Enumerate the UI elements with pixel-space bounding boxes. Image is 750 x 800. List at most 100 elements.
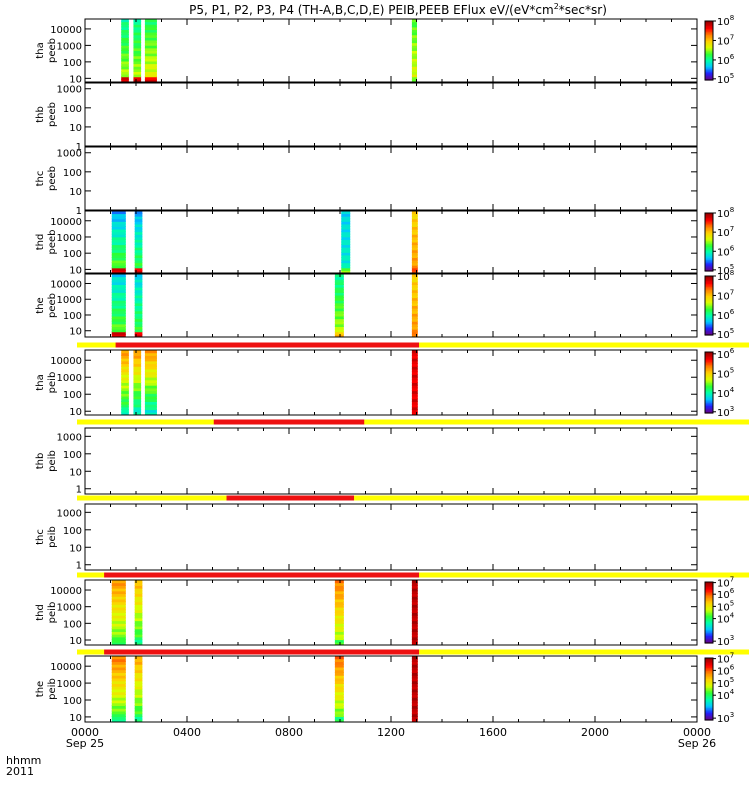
spectrogram-cell [411, 302, 418, 306]
spectrogram-cell [411, 609, 418, 613]
colorbar-swatch [705, 352, 713, 355]
colorbar-swatch [705, 384, 713, 387]
colorbar-swatch [705, 306, 713, 310]
data-block [411, 655, 418, 723]
colorbar-tick-label: 108 [717, 206, 734, 220]
x-tick-label: 0800 [275, 726, 303, 739]
spectrogram-cell [411, 663, 418, 668]
spectrogram-cell [411, 707, 418, 712]
colorbar-swatch [705, 614, 713, 617]
colorbar-swatch [705, 259, 713, 262]
spectrogram-cell [134, 305, 143, 309]
spectrogram-cell [111, 710, 126, 715]
spectrogram-cell [144, 47, 157, 51]
colorbar-swatch [705, 403, 713, 406]
colorbar-swatch [705, 356, 713, 359]
spectrogram-cell [111, 331, 126, 335]
spectrogram-cell [133, 34, 142, 38]
colorbar: 108 107 106 105 [704, 14, 735, 86]
spectrogram-cell [111, 276, 126, 280]
spectrogram-cell [111, 231, 126, 235]
colorbar-swatch [705, 585, 713, 588]
spectrogram-cell [134, 636, 143, 641]
spectrogram-cell [111, 215, 126, 220]
spectrogram-cell [334, 666, 344, 671]
x-tick-date-label: Sep 25 [66, 737, 104, 750]
spectrogram-cell [334, 683, 344, 687]
spectrogram-cell [134, 333, 143, 338]
spectrogram-cell [144, 65, 157, 70]
spectrogram-cell [334, 699, 344, 704]
spectrogram-cell [411, 579, 418, 584]
colorbar-swatch [705, 75, 713, 78]
panel-label-instrument: peeb [47, 230, 58, 255]
colorbar-swatch [705, 368, 713, 371]
spectrogram-cell [121, 39, 129, 44]
colorbar-swatch [705, 268, 713, 271]
colorbar-swatch [705, 266, 713, 269]
spectrogram-cell [111, 661, 126, 665]
spectrogram-cell [133, 36, 142, 41]
y-tick-label: 100 [63, 619, 82, 630]
spectrogram-cell [111, 238, 126, 243]
colorbar-tick-label: 108 [717, 269, 734, 283]
spectrogram-cell [144, 398, 157, 402]
spectrogram-cell [133, 354, 142, 359]
y-tick-label: 1000 [57, 149, 82, 160]
spectrogram-cell [334, 595, 344, 600]
spectrogram-cell [411, 291, 418, 296]
spectrogram-cell [111, 636, 126, 641]
mode-bar-red [213, 419, 365, 425]
mode-bar [77, 649, 749, 655]
colorbar-swatch [705, 405, 713, 408]
colorbar-swatch [705, 598, 713, 601]
y-tick-label: 1000 [57, 432, 82, 443]
colorbar-swatch [705, 65, 713, 68]
spectrogram-cell [111, 666, 126, 671]
spectrogram-cell [334, 630, 344, 635]
colorbar-swatch [705, 263, 713, 266]
spectrogram-cell [134, 276, 143, 280]
spectrogram-cell [411, 34, 418, 38]
colorbar-swatch [705, 32, 713, 35]
spectrogram-cell [334, 310, 344, 314]
panel-label-probe: the [35, 681, 46, 697]
y-tick-label: 1000 [57, 233, 82, 244]
spectrogram-cell [411, 42, 418, 46]
spectrogram-cell [111, 612, 126, 616]
spectrogram-cell [111, 333, 126, 338]
panel-frame [84, 18, 698, 83]
spectrogram-cell [134, 210, 143, 215]
spectrogram-cell [111, 262, 126, 266]
spectrogram-cell [411, 278, 418, 283]
colorbar-swatch [705, 77, 713, 80]
colorbar-swatch [705, 609, 713, 612]
colorbar-swatch [705, 696, 713, 699]
colorbar-swatch [705, 284, 713, 287]
colorbar-swatch [705, 290, 713, 293]
x-tick-label: 0000 [71, 726, 99, 739]
spectrogram-cell [411, 658, 418, 662]
spectrogram-cell [411, 620, 418, 624]
spectrogram-cell [411, 606, 418, 611]
spectrogram-cell [334, 291, 344, 296]
mode-bar [77, 419, 749, 425]
colorbar-frame [704, 212, 714, 272]
colorbar-swatch [705, 29, 713, 32]
mode-bar-red [115, 342, 420, 348]
spectrogram-cell [134, 584, 143, 589]
colorbar-swatch [705, 25, 713, 28]
y-tick-label: 1000 [57, 508, 82, 519]
spectrogram-cell [411, 236, 418, 240]
spectrogram-cell [411, 44, 418, 49]
spectrogram-cell [134, 281, 143, 285]
spectrogram-cell [334, 582, 344, 586]
y-tick-label: 100 [63, 58, 82, 69]
spectrogram-cell [134, 269, 143, 274]
spectrogram-cell [133, 387, 142, 392]
spectrogram-cell [341, 238, 351, 243]
spectrogram-cell [134, 603, 143, 608]
data-block [121, 349, 129, 416]
colorbar-frame [704, 20, 714, 81]
